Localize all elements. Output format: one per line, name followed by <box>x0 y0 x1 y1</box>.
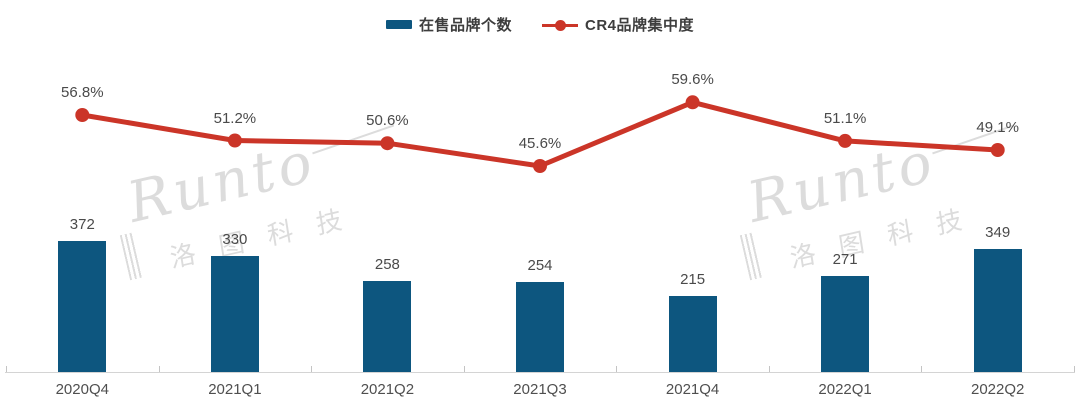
x-axis-line <box>5 372 1075 373</box>
x-axis-label: 2022Q2 <box>970 381 1025 398</box>
line-point-label: 51.1% <box>823 109 867 127</box>
legend: 在售品牌个数 CR4品牌集中度 <box>0 14 1080 35</box>
legend-bar-label: 在售品牌个数 <box>418 17 512 34</box>
bar-value-label: 254 <box>527 257 553 275</box>
x-axis-tick <box>616 366 618 372</box>
line-point-label: 45.6% <box>518 135 562 152</box>
bar-value-label: 372 <box>69 215 95 233</box>
line-point-2021Q3 <box>533 159 547 173</box>
line-point-label: 51.2% <box>213 109 257 127</box>
line-marker-icon <box>542 18 578 32</box>
bar-value-label: 330 <box>222 230 248 248</box>
bar-2021Q3 <box>516 282 564 372</box>
line-point-2022Q2 <box>990 143 1005 157</box>
x-axis-label: 2021Q3 <box>513 381 567 398</box>
bar-2022Q2 <box>973 248 1022 372</box>
x-axis-label: 2021Q2 <box>360 381 415 398</box>
x-axis-tick <box>463 366 465 372</box>
legend-item-bar-series[interactable]: 在售品牌个数 <box>385 14 512 35</box>
line-point-2020Q4 <box>75 108 90 122</box>
legend-item-line-series[interactable]: CR4品牌集中度 <box>542 14 694 35</box>
x-axis-tick <box>768 366 770 372</box>
bar-2021Q1 <box>210 255 259 372</box>
bar-value-label: 258 <box>374 255 400 273</box>
line-point-2021Q2 <box>380 136 395 151</box>
line-point-label: 49.1% <box>976 119 1019 136</box>
x-axis-tick <box>6 366 7 372</box>
bar-value-label: 215 <box>680 271 706 289</box>
bar-value-label: 271 <box>832 251 858 269</box>
line-point-label: 56.8% <box>61 84 104 101</box>
line-point-2021Q1 <box>227 133 242 148</box>
bar-2020Q4 <box>58 240 107 372</box>
line-point-label: 50.6% <box>366 112 409 130</box>
x-axis-tick <box>158 366 160 372</box>
x-axis-tick <box>311 366 313 372</box>
bar-2021Q4 <box>668 296 717 372</box>
x-axis-label: 2022Q1 <box>818 381 872 398</box>
legend-line-label: CR4品牌集中度 <box>585 17 695 34</box>
line-point-2021Q4 <box>685 95 700 110</box>
x-axis-label: 2021Q4 <box>665 381 720 398</box>
x-axis-label: 2020Q4 <box>55 381 109 398</box>
x-axis-tick <box>1074 366 1075 372</box>
line-point-2022Q1 <box>838 133 853 148</box>
bar-2021Q2 <box>363 280 412 372</box>
bar-value-label: 349 <box>985 223 1011 241</box>
bar-swatch-icon <box>385 20 412 29</box>
x-axis-label: 2021Q1 <box>208 381 262 398</box>
line-point-label: 59.6% <box>671 71 714 89</box>
x-axis-tick <box>921 366 923 372</box>
bar-2022Q1 <box>821 276 870 372</box>
